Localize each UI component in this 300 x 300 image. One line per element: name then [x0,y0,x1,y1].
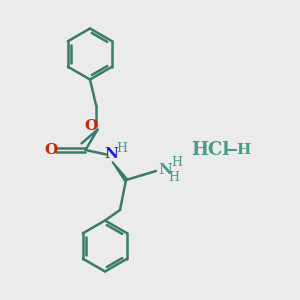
Text: H: H [169,171,179,184]
Text: H: H [171,156,182,169]
Text: N: N [104,148,118,161]
Text: O: O [84,119,97,133]
Text: H: H [236,143,250,157]
Text: N: N [158,163,172,176]
Polygon shape [112,162,128,181]
Text: O: O [44,143,58,157]
Text: H: H [116,142,127,155]
Text: HCl: HCl [191,141,229,159]
